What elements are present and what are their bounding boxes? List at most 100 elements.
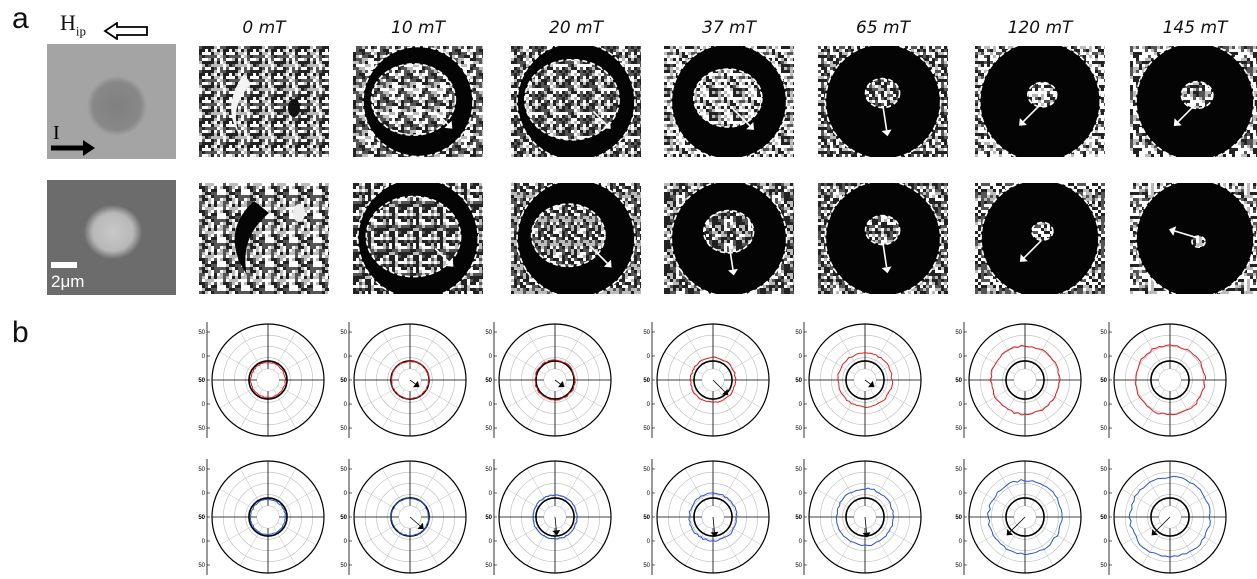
outer-circle bbox=[211, 323, 325, 437]
radial-grid-line bbox=[874, 488, 914, 512]
radial-grid-line bbox=[564, 351, 604, 375]
magnetization-arrow-icon bbox=[445, 258, 454, 267]
inner-boundary-dashed bbox=[365, 195, 462, 278]
domain-crescent bbox=[234, 201, 269, 275]
radial-grid-line bbox=[560, 389, 584, 429]
radial-grid-line bbox=[1030, 389, 1054, 429]
y-tick-label: -50 bbox=[795, 515, 803, 521]
field-label: 145 mT bbox=[1162, 18, 1228, 38]
y-tick-label: 50 bbox=[198, 426, 205, 432]
y-tick-label: 0 bbox=[647, 539, 651, 545]
shift-arrow-icon bbox=[862, 532, 871, 538]
field-label: 65 mT bbox=[856, 18, 910, 38]
radius-trace bbox=[249, 498, 287, 536]
magnetization-arrow-shaft bbox=[1022, 103, 1041, 123]
radius-trace bbox=[835, 487, 895, 547]
y-tick-label: 50 bbox=[485, 467, 492, 473]
y-tick-label: 0 bbox=[799, 354, 803, 360]
outer-boundary-dashed bbox=[1135, 46, 1255, 157]
field-label: 120 mT bbox=[1007, 18, 1073, 38]
y-tick-label: 0 bbox=[799, 491, 803, 497]
radial-grid-line bbox=[1034, 351, 1074, 375]
radial-grid-line bbox=[381, 331, 405, 371]
shift-arrow-shaft bbox=[554, 516, 557, 531]
radial-grid-line bbox=[1121, 488, 1161, 512]
outer-boundary-dashed bbox=[356, 183, 480, 294]
radial-grid-line bbox=[874, 522, 914, 546]
inner-core bbox=[865, 78, 900, 108]
outer-circle bbox=[656, 460, 770, 574]
outer-circle bbox=[968, 323, 1082, 437]
y-tick-label: -50 bbox=[1100, 378, 1108, 384]
shift-arrow-shaft bbox=[712, 379, 726, 393]
radial-grid-line bbox=[1175, 468, 1199, 508]
reference-circle bbox=[693, 497, 733, 537]
outer-boundary-dashed bbox=[1135, 183, 1255, 294]
radial-grid-line bbox=[506, 488, 546, 512]
shift-arrow-icon bbox=[557, 380, 565, 388]
outer-circle bbox=[1113, 323, 1227, 437]
radial-grid-line bbox=[996, 331, 1020, 371]
xmcd-image-tile bbox=[975, 183, 1105, 294]
radial-grid-line bbox=[976, 385, 1016, 409]
reference-circle bbox=[1150, 360, 1190, 400]
radial-grid-line bbox=[718, 468, 742, 508]
magnetization-arrow-shaft bbox=[434, 247, 450, 264]
inner-core bbox=[1027, 82, 1057, 107]
shift-arrow-shaft bbox=[712, 516, 715, 533]
inner-core bbox=[1031, 222, 1053, 241]
radial-grid-line bbox=[506, 351, 546, 375]
radial-grid-line bbox=[277, 488, 317, 512]
y-tick-label: 50 bbox=[955, 330, 962, 336]
reference-circle bbox=[1005, 497, 1045, 537]
panel-a-label: a bbox=[12, 2, 29, 35]
reference-circle bbox=[1005, 360, 1045, 400]
y-tick-label: 50 bbox=[643, 467, 650, 473]
radius-trace bbox=[534, 359, 576, 401]
xmcd-image-tile bbox=[511, 46, 641, 157]
y-tick-label: 0 bbox=[799, 539, 803, 545]
y-tick-label: -50 bbox=[198, 515, 206, 521]
noise-background bbox=[199, 46, 329, 157]
magnetization-arrow-shaft bbox=[1177, 104, 1196, 123]
radial-grid-line bbox=[870, 389, 894, 429]
outer-boundary-dashed bbox=[978, 46, 1102, 157]
y-tick-label: 0 bbox=[344, 491, 348, 497]
y-tick-label: 50 bbox=[340, 330, 347, 336]
radial-grid-line bbox=[560, 468, 584, 508]
radial-grid-line bbox=[239, 331, 263, 371]
outer-circle bbox=[498, 460, 612, 574]
y-tick-label: -50 bbox=[485, 515, 493, 521]
radial-grid-line bbox=[1034, 522, 1074, 546]
xmcd-image-tile bbox=[1130, 46, 1257, 157]
outer-circle bbox=[353, 460, 467, 574]
inner-boundary-dashed bbox=[370, 63, 457, 136]
radial-grid-line bbox=[1141, 468, 1165, 508]
xmcd-image-tile bbox=[818, 46, 948, 157]
radial-grid-line bbox=[361, 351, 401, 375]
radial-grid-line bbox=[560, 331, 584, 371]
radial-grid-line bbox=[874, 351, 914, 375]
radial-grid-line bbox=[816, 351, 856, 375]
y-tick-label: 0 bbox=[489, 354, 493, 360]
inner-core bbox=[366, 196, 461, 277]
radial-grid-line bbox=[684, 331, 708, 371]
radius-trace bbox=[837, 352, 894, 409]
scale-bar-label: 2μm bbox=[51, 272, 85, 291]
field-label: 10 mT bbox=[391, 18, 445, 38]
y-tick-label: 50 bbox=[795, 330, 802, 336]
grid-circle bbox=[1158, 368, 1182, 392]
radial-grid-line bbox=[526, 468, 550, 508]
y-tick-label: -50 bbox=[643, 378, 651, 384]
xmcd-image-tile bbox=[664, 46, 794, 157]
xmcd-image-tile bbox=[353, 46, 483, 157]
radial-grid-line bbox=[1141, 389, 1165, 429]
polar-plot: 50 0 -50 0 50 bbox=[198, 318, 325, 442]
shift-arrow-icon bbox=[867, 380, 875, 388]
outer-circle bbox=[353, 323, 467, 437]
xmcd-image-tile bbox=[199, 183, 329, 294]
y-tick-label: 0 bbox=[1104, 491, 1108, 497]
magnetization-arrow-icon bbox=[444, 120, 453, 129]
y-tick-label: -50 bbox=[198, 378, 206, 384]
field-direction-arrow-icon bbox=[103, 22, 148, 40]
